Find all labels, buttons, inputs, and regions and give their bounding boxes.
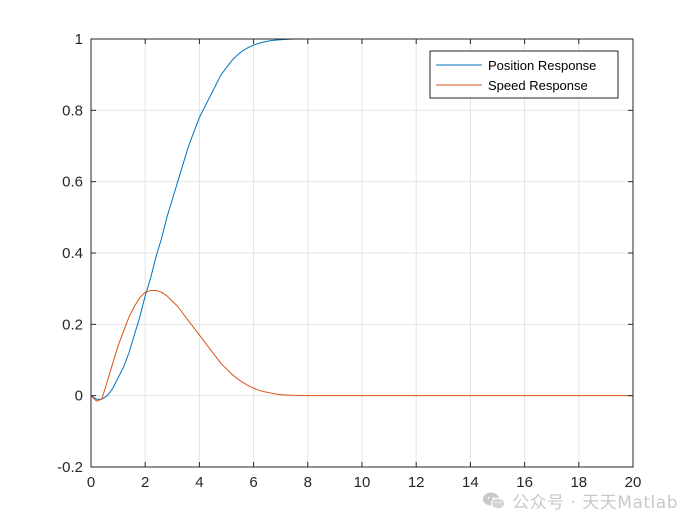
y-tick-label: 0.4: [62, 245, 83, 262]
legend-box: [429, 50, 619, 99]
x-tick-label: 0: [87, 474, 95, 491]
x-tick-label: 6: [249, 474, 257, 491]
series-line-speed-response: [90, 289, 633, 402]
x-tick-label: 14: [462, 474, 479, 491]
axis-ticks: 0 2 4 6 8 10 12 14 16 18 20-0.200.20.40.60.81: [57, 31, 641, 491]
y-tick-label: -0.2: [57, 459, 83, 476]
x-tick-label: 12: [408, 474, 425, 491]
watermark: 公众号 · 天天Matlab: [482, 488, 678, 513]
x-tick-label: 18: [570, 474, 587, 491]
x-tick-label: 16: [516, 474, 533, 491]
watermark-text: 公众号 · 天天Matlab: [512, 493, 678, 513]
y-tick-label: 1: [75, 31, 83, 48]
x-tick-label: 2: [141, 474, 149, 491]
wechat-icon: [483, 492, 506, 509]
legend-label: Position Response: [488, 58, 596, 73]
y-tick-label: 0.2: [62, 316, 83, 333]
y-tick-label: 0.8: [62, 102, 83, 119]
x-tick-label: 10: [354, 474, 371, 491]
x-tick-label: 8: [304, 474, 312, 491]
x-tick-label: 4: [195, 474, 203, 491]
y-tick-label: 0.6: [62, 174, 83, 191]
y-tick-label: 0: [75, 388, 83, 405]
legend-label: Speed Response: [488, 78, 588, 93]
x-tick-label: 20: [625, 474, 642, 491]
legend: Position Response Speed Response: [429, 50, 619, 99]
